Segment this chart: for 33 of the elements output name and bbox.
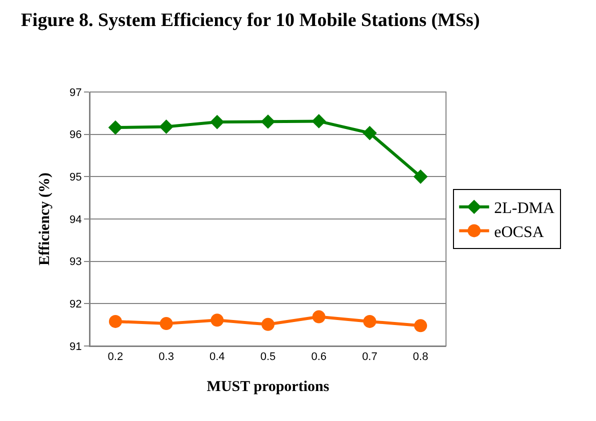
- x-axis-title: MUST proportions: [206, 379, 330, 396]
- point: [363, 314, 376, 328]
- point: [262, 318, 274, 331]
- point: [160, 317, 173, 330]
- point: [413, 170, 428, 184]
- x-tick-label: 0.3: [158, 351, 174, 364]
- y-tick-label: 97: [70, 86, 82, 99]
- y-tick-label: 92: [70, 298, 82, 311]
- point: [260, 114, 276, 129]
- point: [108, 314, 122, 328]
- y-tick-label: 96: [70, 129, 82, 142]
- y-tick-label: 93: [70, 256, 82, 268]
- legend-label: eOCSA: [494, 224, 544, 241]
- y-axis-title: Efficiency (%): [36, 172, 53, 266]
- y-tick-label: 95: [70, 172, 82, 184]
- x-tick-label: 0.7: [362, 351, 378, 364]
- point: [210, 114, 224, 130]
- legend-label: 2L-DMA: [494, 200, 556, 218]
- point: [362, 126, 377, 140]
- point: [210, 314, 224, 327]
- point: [108, 120, 123, 135]
- point: [312, 114, 326, 128]
- point: [159, 120, 174, 134]
- x-tick-label: 0.8: [412, 351, 428, 364]
- x-tick-label: 0.2: [108, 351, 124, 364]
- chart-title: Figure 8. System Efficiency for 10 Mobile Stations (MSs): [20, 10, 480, 31]
- point: [414, 319, 428, 332]
- y-tick-label: 91: [70, 340, 82, 353]
- x-tick-label: 0.6: [311, 351, 327, 364]
- x-tick-label: 0.5: [260, 351, 276, 364]
- point: [312, 310, 326, 324]
- x-tick-label: 0.4: [209, 351, 225, 364]
- y-tick-label: 94: [70, 214, 82, 226]
